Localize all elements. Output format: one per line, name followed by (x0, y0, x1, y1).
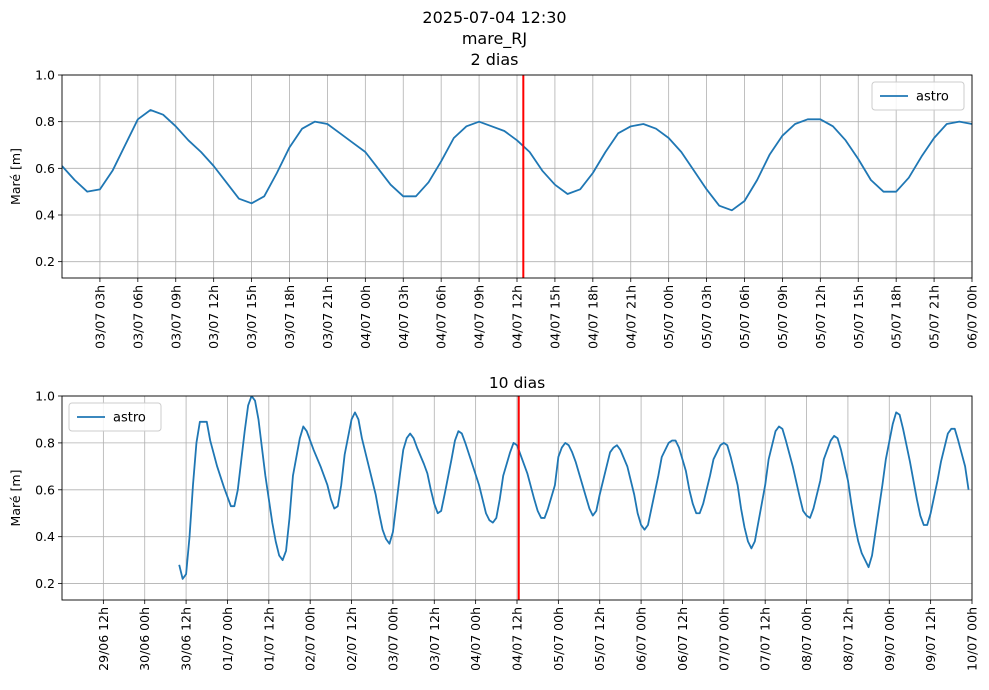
x-tick-label: 02/07 00h (303, 607, 318, 671)
x-tick-label: 03/07 09h (168, 285, 183, 349)
y-tick-label: 1.0 (35, 389, 55, 404)
x-tick-label: 08/07 00h (799, 607, 814, 671)
x-tick-label: 05/07 00h (551, 607, 566, 671)
x-tick-label: 09/07 12h (923, 607, 938, 671)
x-tick-label: 03/07 21h (320, 285, 335, 349)
x-tick-label: 04/07 00h (358, 285, 373, 349)
x-tick-label: 01/07 00h (220, 607, 235, 671)
x-tick-label: 04/07 18h (585, 285, 600, 349)
x-tick-label: 09/07 00h (882, 607, 897, 671)
y-axis-label: Maré [m] (8, 470, 23, 527)
y-axis-label: Maré [m] (8, 148, 23, 205)
x-tick-label: 01/07 12h (261, 607, 276, 671)
x-tick-label: 30/06 00h (137, 607, 152, 671)
x-tick-label: 06/07 12h (675, 607, 690, 671)
x-tick-label: 04/07 03h (396, 285, 411, 349)
figure-title-station: mare_RJ (461, 29, 528, 48)
x-tick-label: 03/07 00h (385, 607, 400, 671)
x-tick-label: 04/07 06h (434, 285, 449, 349)
y-tick-label: 0.2 (35, 576, 55, 591)
y-tick-label: 0.8 (35, 114, 55, 129)
series-line-astro (178, 396, 970, 580)
legend-box (871, 81, 965, 111)
x-tick-label: 07/07 12h (758, 607, 773, 671)
x-tick-label: 05/07 03h (699, 285, 714, 349)
y-tick-label: 0.6 (35, 482, 55, 497)
x-tick-label: 06/07 00h (965, 285, 980, 349)
x-tick-label: 03/07 12h (427, 607, 442, 671)
x-tick-label: 10/07 00h (965, 607, 980, 671)
legend-box (68, 402, 162, 432)
chart-title: 10 dias (489, 374, 545, 392)
x-tick-label: 05/07 09h (775, 285, 790, 349)
x-tick-label: 04/07 15h (547, 285, 562, 349)
x-tick-label: 03/07 06h (130, 285, 145, 349)
x-tick-label: 07/07 00h (716, 607, 731, 671)
x-tick-label: 05/07 06h (737, 285, 752, 349)
x-tick-label: 03/07 18h (282, 285, 297, 349)
x-tick-label: 08/07 12h (840, 607, 855, 671)
x-tick-label: 04/07 09h (472, 285, 487, 349)
axes-frame (61, 74, 973, 279)
legend-label: astro (113, 411, 146, 426)
legend-label: astro (916, 90, 949, 105)
y-tick-label: 0.4 (35, 208, 55, 223)
x-tick-label: 05/07 18h (889, 285, 904, 349)
x-tick-label: 06/07 00h (634, 607, 649, 671)
x-tick-label: 04/07 12h (510, 607, 525, 671)
x-tick-label: 05/07 21h (927, 285, 942, 349)
x-tick-label: 05/07 15h (851, 285, 866, 349)
x-tick-label: 03/07 15h (244, 285, 259, 349)
x-tick-label: 04/07 21h (623, 285, 638, 349)
x-tick-label: 03/07 12h (206, 285, 221, 349)
x-tick-label: 05/07 12h (813, 285, 828, 349)
x-tick-label: 04/07 12h (510, 285, 525, 349)
figure-title-period: 2 dias (470, 50, 519, 69)
x-tick-label: 04/07 00h (468, 607, 483, 671)
x-tick-label: 05/07 00h (661, 285, 676, 349)
y-tick-label: 1.0 (35, 68, 55, 83)
x-tick-label: 02/07 12h (344, 607, 359, 671)
y-tick-label: 0.4 (35, 529, 55, 544)
axes-frame (61, 395, 973, 601)
y-tick-label: 0.2 (35, 254, 55, 269)
y-tick-label: 0.6 (35, 161, 55, 176)
figure-title-timestamp: 2025-07-04 12:30 (422, 8, 567, 27)
y-tick-label: 0.8 (35, 435, 55, 450)
x-tick-label: 05/07 12h (592, 607, 607, 671)
series-line-astro (62, 109, 972, 212)
x-tick-label: 03/07 03h (92, 285, 107, 349)
x-tick-label: 29/06 12h (96, 607, 111, 671)
x-tick-label: 30/06 12h (179, 607, 194, 671)
